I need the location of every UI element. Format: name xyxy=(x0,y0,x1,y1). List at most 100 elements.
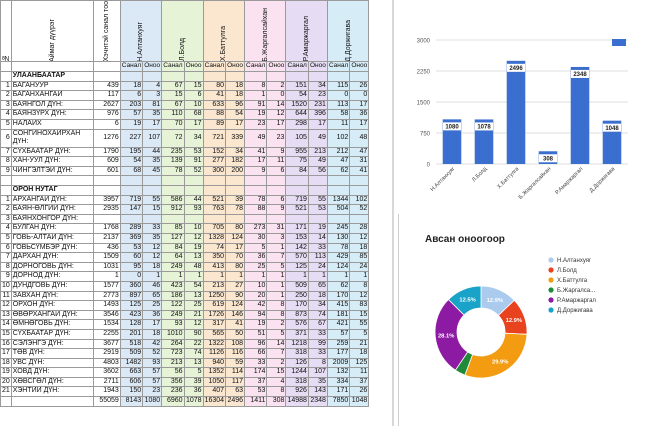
cell-value[interactable]: 298 xyxy=(285,119,309,130)
cell-name[interactable]: БАГАНУУР xyxy=(10,80,94,92)
cell-value[interactable]: 2 xyxy=(266,357,287,369)
cell-value[interactable]: 130 xyxy=(326,233,351,244)
cell-value[interactable] xyxy=(119,71,144,82)
cell-voters[interactable]: 976 xyxy=(92,109,121,121)
cell-value[interactable]: 300 xyxy=(202,165,227,177)
cell-value[interactable]: 1126 xyxy=(202,348,227,359)
cell-value[interactable]: 1 xyxy=(266,280,287,292)
cell-value[interactable]: 13 xyxy=(183,290,204,302)
cell-value[interactable]: 85 xyxy=(349,252,370,263)
cell-value[interactable]: 91 xyxy=(183,156,204,167)
cell-value[interactable]: 47 xyxy=(349,146,370,158)
cell-value[interactable]: 763 xyxy=(202,204,227,215)
sub-header-onoo[interactable]: Оноо xyxy=(307,61,328,73)
cell-value[interactable]: 41 xyxy=(244,146,268,158)
cell-name[interactable]: БАЯНХОНГОР ДҮН: xyxy=(10,213,94,225)
cell-value[interactable]: 62 xyxy=(326,280,351,292)
cell-value[interactable]: 6 xyxy=(266,165,287,177)
cell-value[interactable]: 721 xyxy=(202,128,227,148)
cell-value[interactable]: 80 xyxy=(225,261,246,273)
cell-value[interactable]: 249 xyxy=(161,309,185,321)
cell-value[interactable] xyxy=(183,213,204,225)
cell-value[interactable]: 64 xyxy=(161,252,185,263)
cell-voters[interactable]: 2627 xyxy=(92,99,121,111)
cell-value[interactable]: 44 xyxy=(142,146,163,158)
cell-value[interactable]: 8 xyxy=(266,309,287,321)
cell-value[interactable]: 81 xyxy=(142,99,163,111)
cell-voters[interactable] xyxy=(92,185,121,196)
cell-value[interactable]: 128 xyxy=(119,319,144,330)
cell-value[interactable]: 8143 xyxy=(119,396,144,407)
cell-value[interactable]: 203 xyxy=(119,99,144,111)
cell-no[interactable]: 11 xyxy=(0,290,12,302)
cell-value[interactable]: 3 xyxy=(266,233,287,244)
cell-value[interactable]: 150 xyxy=(119,386,144,398)
cell-name[interactable]: ХОВД ДҮН: xyxy=(10,367,94,378)
cell-value[interactable]: 504 xyxy=(326,204,351,215)
cell-value[interactable]: 371 xyxy=(285,328,309,340)
cell-value[interactable]: 65 xyxy=(307,280,328,292)
cell-value[interactable]: 236 xyxy=(161,386,185,398)
cell-value[interactable]: 93 xyxy=(183,204,204,215)
cell-value[interactable]: 42 xyxy=(142,338,163,350)
cell-value[interactable]: 10 xyxy=(244,280,268,292)
cell-value[interactable] xyxy=(142,175,163,186)
sub-header-sanal[interactable]: Санал xyxy=(244,61,268,73)
cell-voters[interactable]: 2255 xyxy=(92,328,121,340)
cell-voters[interactable]: 1790 xyxy=(92,146,121,158)
cell-value[interactable]: 15 xyxy=(266,367,287,378)
cell-name[interactable]: ЗАВХАН ДҮН: xyxy=(10,290,94,302)
cell-value[interactable]: 423 xyxy=(119,309,144,321)
cell-value[interactable]: 54 xyxy=(119,156,144,167)
sub-header-onoo[interactable]: Оноо xyxy=(349,61,370,73)
cell-voters[interactable] xyxy=(92,71,121,82)
cell-value[interactable]: 68 xyxy=(119,165,144,177)
cell-value[interactable]: 41 xyxy=(349,165,370,177)
cell-value[interactable]: 4 xyxy=(142,80,163,92)
cell-value[interactable]: 250 xyxy=(285,290,309,302)
cell-name[interactable]: СОНГИНОХАЙРХАН ДҮН: xyxy=(10,128,94,148)
cell-value[interactable]: 23 xyxy=(266,128,287,148)
cell-value[interactable]: 93 xyxy=(161,319,185,330)
cell-value[interactable]: 18 xyxy=(307,290,328,302)
cell-no[interactable]: 8 xyxy=(0,156,12,167)
cell-value[interactable]: 33 xyxy=(244,357,268,369)
cell-value[interactable]: 19 xyxy=(119,119,144,130)
cell-value[interactable]: 245 xyxy=(326,223,351,234)
cell-value[interactable]: 170 xyxy=(285,300,309,311)
cell-value[interactable]: 12 xyxy=(349,290,370,302)
cell-value[interactable] xyxy=(161,175,185,186)
cell-value[interactable]: 17 xyxy=(307,119,328,130)
cell-name[interactable]: БАГАНХАНГАЙ xyxy=(10,90,94,101)
cell-value[interactable]: 70 xyxy=(225,252,246,263)
cell-value[interactable]: 49 xyxy=(307,128,328,148)
cell-name[interactable]: ДОРНОГОВЬ ДҮН: xyxy=(10,261,94,273)
cell-value[interactable] xyxy=(244,71,268,82)
cell-value[interactable]: 139 xyxy=(161,156,185,167)
cell-no[interactable]: 1 xyxy=(0,194,12,206)
cell-voters[interactable]: 3602 xyxy=(92,367,121,378)
cell-value[interactable]: 110 xyxy=(161,109,185,121)
cell-value[interactable]: 8 xyxy=(307,357,328,369)
cell-value[interactable]: 48 xyxy=(183,261,204,273)
cell-no[interactable]: 8 xyxy=(0,261,12,273)
cell-value[interactable] xyxy=(326,185,351,196)
cell-value[interactable]: 33 xyxy=(307,328,328,340)
cell-value[interactable]: 84 xyxy=(161,242,185,254)
cell-value[interactable]: 27 xyxy=(225,280,246,292)
cell-value[interactable]: 12 xyxy=(183,233,204,244)
cell-voters[interactable]: 6 xyxy=(92,119,121,130)
cell-value[interactable]: 30 xyxy=(244,233,268,244)
cell-value[interactable]: 78 xyxy=(161,165,185,177)
cell-value[interactable]: 152 xyxy=(202,146,227,158)
cell-value[interactable]: 7850 xyxy=(326,396,351,407)
cell-value[interactable]: 912 xyxy=(161,204,185,215)
cell-no[interactable]: 15 xyxy=(0,328,12,340)
cell-value[interactable]: 54 xyxy=(183,280,204,292)
cell-value[interactable]: 339 xyxy=(225,128,246,148)
cell-value[interactable]: 18 xyxy=(142,328,163,340)
cell-voters[interactable]: 2137 xyxy=(92,233,121,244)
cell-value[interactable]: 1 xyxy=(266,271,287,282)
cell-value[interactable]: 1482 xyxy=(119,357,144,369)
cell-value[interactable]: 5 xyxy=(266,328,287,340)
